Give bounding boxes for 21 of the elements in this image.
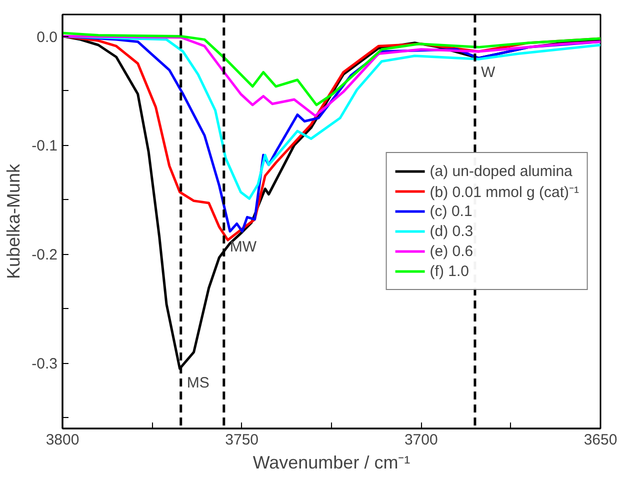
x-tick-label: 3700 bbox=[404, 432, 438, 448]
y-tick-label: 0.0 bbox=[36, 28, 58, 46]
legend-label: (c) 0.1 bbox=[430, 202, 472, 220]
annotation: MS bbox=[186, 374, 210, 392]
y-tick-label: -0.3 bbox=[32, 356, 58, 373]
line-series bbox=[62, 32, 600, 106]
x-tick-label: 3750 bbox=[225, 432, 259, 448]
y-tick-label: -0.1 bbox=[32, 138, 58, 155]
line-series bbox=[62, 35, 600, 118]
x-tick-label: 3650 bbox=[584, 432, 618, 448]
annotation: MW bbox=[230, 238, 258, 256]
x-axis-title: Wavenumber / cm⁻¹ bbox=[252, 452, 410, 472]
legend-label: (d) 0.3 bbox=[430, 222, 474, 240]
legend-label: (a) un-doped alumina bbox=[430, 162, 572, 180]
legend-label: (f) 1.0 bbox=[430, 262, 469, 280]
y-axis-title: Kubelka-Munk bbox=[4, 162, 24, 280]
y-tick-label: -0.2 bbox=[32, 246, 58, 264]
legend-label: (e) 0.6 bbox=[430, 242, 474, 260]
legend-label: (b) 0.01 mmol g (cat)⁻¹ bbox=[430, 183, 579, 201]
x-tick-label: 3800 bbox=[46, 432, 80, 448]
annotation: W bbox=[480, 64, 496, 82]
